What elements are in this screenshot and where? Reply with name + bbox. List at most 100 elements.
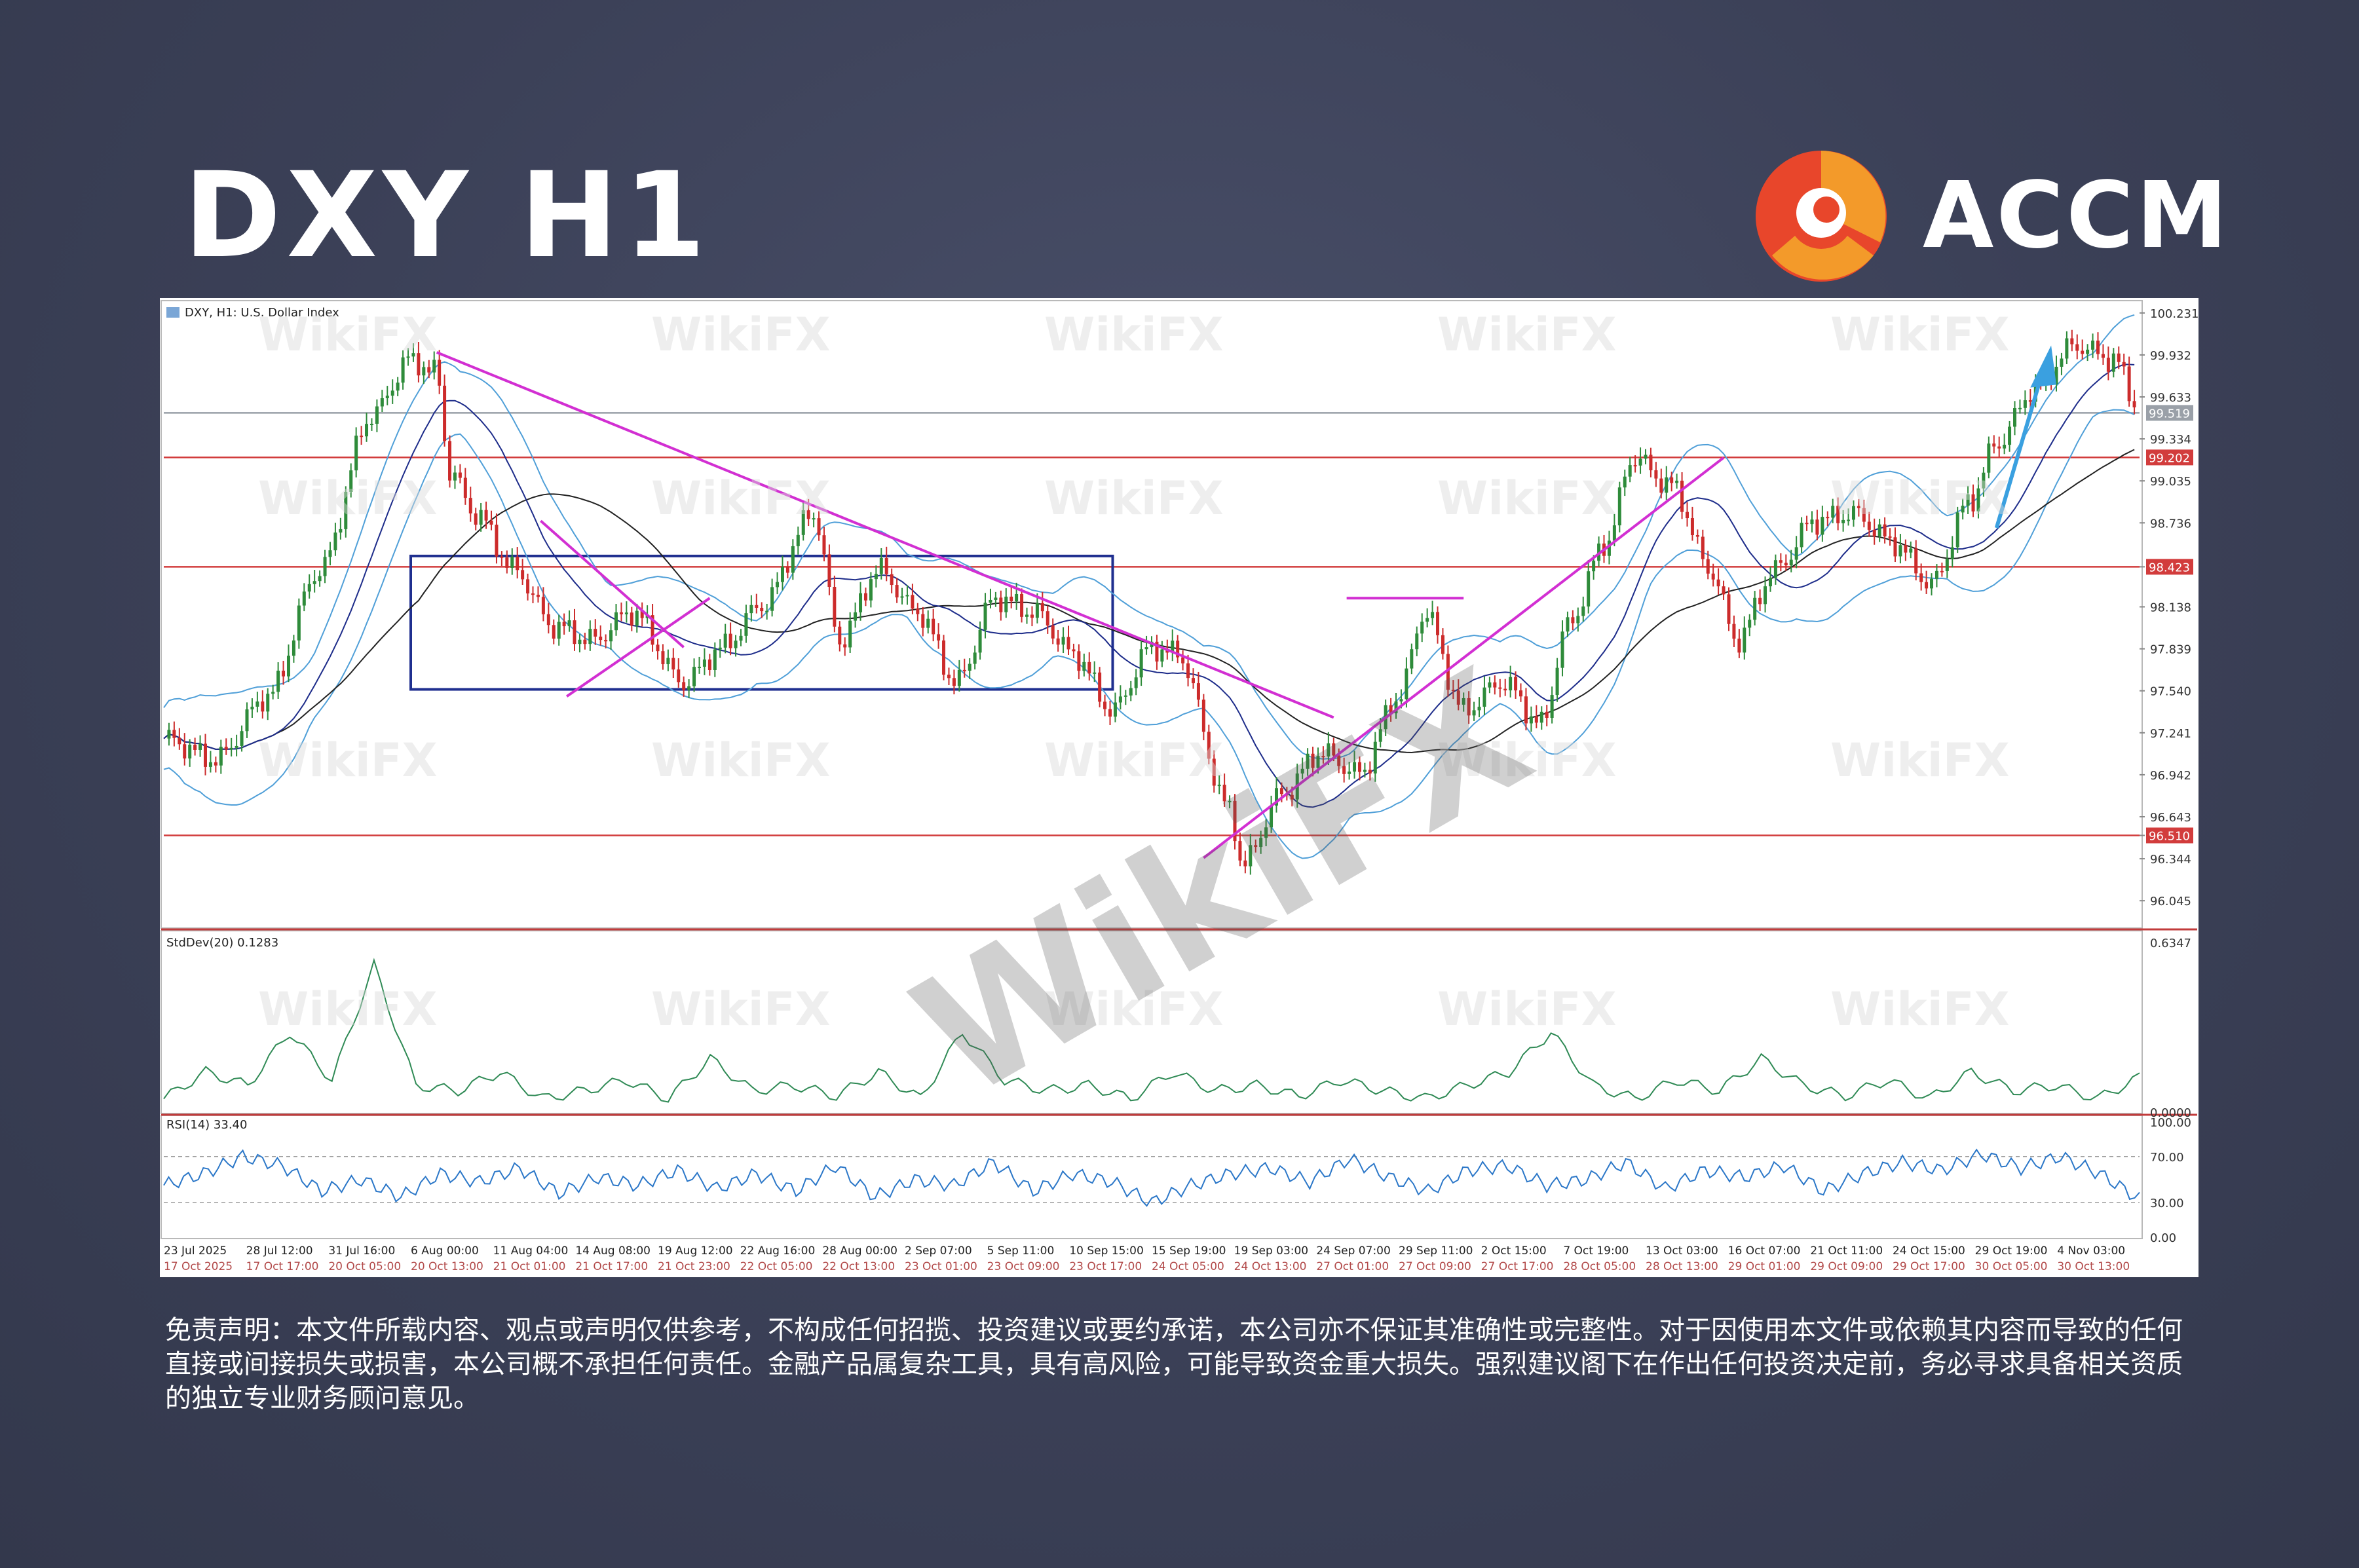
candle-body — [1529, 716, 1533, 724]
candle-body — [1722, 586, 1726, 595]
x-tick-label-secondary: 21 Oct 17:00 — [575, 1260, 648, 1273]
candle-body — [552, 625, 556, 639]
candle-body — [1201, 700, 1205, 732]
candle-body — [1976, 488, 1980, 512]
candle-body — [224, 747, 228, 750]
candle-body — [1919, 573, 1923, 582]
x-tick-label: 2 Oct 15:00 — [1481, 1244, 1547, 1258]
candle-body — [2101, 354, 2105, 358]
x-tick-label: 24 Oct 15:00 — [1893, 1244, 1965, 1258]
candle-body — [1456, 690, 1460, 705]
candle-body — [1462, 698, 1465, 705]
candle-body — [1196, 683, 1200, 700]
candle-body — [1342, 766, 1346, 774]
candle-body — [2081, 350, 2085, 354]
candle-body — [1103, 701, 1107, 709]
candle-body — [245, 709, 249, 732]
candle-body — [2070, 338, 2074, 345]
candle-body — [1836, 506, 1840, 523]
disclaimer: 免责声明：本文件所载内容、观点或声明仅供参考，不构成任何招揽、投资建议或要约承诺… — [165, 1315, 2183, 1413]
stddev-y-tick-label: 0.6347 — [2150, 937, 2191, 950]
candle-body — [1420, 622, 1424, 634]
chart-svg: 100.231 99.932 99.633 99.334 99.035 98.736 98.… — [160, 300, 2199, 1273]
candle-body — [1555, 667, 1559, 696]
candle-body — [208, 762, 212, 767]
candle-body — [1228, 800, 1232, 802]
candle-body — [546, 614, 550, 625]
candle-body — [2111, 353, 2115, 372]
candle-body — [1274, 788, 1278, 806]
candle-body — [375, 406, 379, 424]
candle-body — [1878, 524, 1881, 536]
candle-body — [1482, 687, 1486, 707]
candle-body — [780, 567, 784, 582]
candle-body — [2122, 362, 2126, 367]
candle-body — [2091, 341, 2095, 350]
watermark-large-text: WikiFX — [885, 633, 1560, 1137]
candle-body — [505, 557, 509, 568]
candle-body — [214, 762, 217, 766]
y-tick-label: 99.932 — [2150, 349, 2191, 363]
candle-body — [1821, 517, 1824, 535]
candle-body — [848, 620, 852, 648]
candle-body — [1321, 756, 1325, 758]
rsi-y-tick-label: 30.00 — [2150, 1197, 2184, 1210]
candle-body — [1040, 603, 1044, 612]
watermark-text: WikiFX — [258, 308, 438, 362]
stddev-panel-frame — [160, 930, 2143, 1114]
x-tick-label: 19 Aug 12:00 — [658, 1244, 733, 1258]
candle-body — [276, 670, 280, 692]
candle-body — [1030, 614, 1034, 618]
candle-body — [1378, 729, 1382, 742]
candle-body — [905, 595, 909, 597]
candle-body — [401, 357, 405, 383]
candle-body — [1015, 594, 1019, 602]
x-tick-label: 16 Oct 07:00 — [1728, 1244, 1801, 1258]
candle-body — [390, 390, 394, 396]
accm-logo-mark-icon — [1756, 151, 1887, 282]
candle-body — [1841, 519, 1845, 523]
price-level-tag-label: 99.519 — [2149, 407, 2190, 420]
candle-body — [567, 620, 571, 627]
candle-body — [1290, 794, 1294, 800]
rsi-y-tick-label: 0.00 — [2150, 1231, 2176, 1245]
candle-body — [438, 360, 442, 386]
candle-body — [573, 620, 576, 644]
candle-body — [968, 663, 972, 671]
candle-body — [1805, 523, 1809, 525]
candle-body — [2054, 366, 2058, 384]
candle-body — [1638, 458, 1642, 466]
candle-body — [1800, 523, 1803, 548]
candle-body — [989, 599, 992, 603]
candle-body — [1711, 573, 1715, 580]
candle-body — [723, 633, 727, 648]
candle-body — [1363, 770, 1367, 772]
x-tick-label-secondary: 29 Oct 09:00 — [1810, 1260, 1883, 1273]
candle-body — [468, 498, 472, 513]
candle-body — [344, 491, 348, 529]
candle-body — [635, 610, 639, 626]
x-tick-label-secondary: 17 Oct 2025 — [164, 1260, 233, 1273]
candle-body — [1534, 716, 1538, 723]
rsi-y-tick-label: 100.00 — [2150, 1116, 2191, 1130]
candle-body — [1082, 662, 1086, 671]
candle-body — [765, 610, 769, 612]
candle-body — [1581, 606, 1585, 616]
candle-body — [1612, 525, 1616, 541]
candle-body — [656, 644, 660, 652]
x-tick-label-secondary: 23 Oct 09:00 — [987, 1260, 1060, 1273]
candle-body — [510, 557, 514, 568]
candle-body — [983, 603, 987, 630]
candle-body — [1327, 743, 1330, 757]
x-tick-label-secondary: 23 Oct 17:00 — [1069, 1260, 1142, 1273]
candle-body — [1716, 579, 1720, 587]
y-tick-label: 100.231 — [2150, 307, 2199, 321]
candle-body — [2028, 400, 2032, 402]
candle-body — [692, 667, 696, 686]
candle-body — [1493, 682, 1497, 688]
candle-body — [323, 557, 327, 576]
range-rectangle — [409, 554, 1114, 691]
candle-body — [1545, 711, 1549, 719]
candle-body — [1883, 524, 1887, 537]
candle-body — [594, 629, 597, 637]
